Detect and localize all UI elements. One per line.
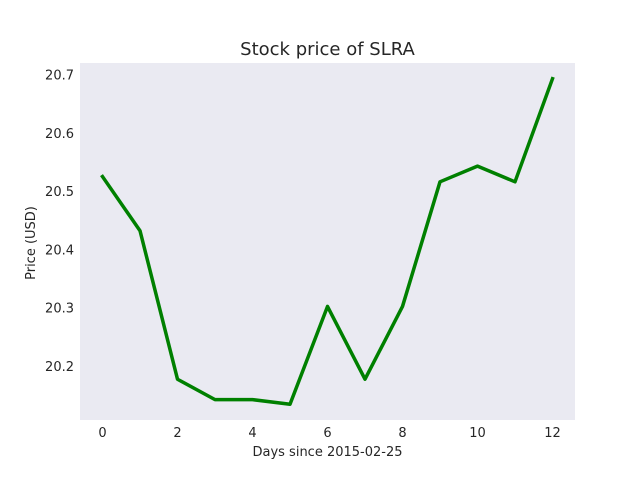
y-tick-labels: 20.2 20.3 20.4 20.5 20.6 20.7 xyxy=(45,69,74,375)
x-tick-label: 8 xyxy=(398,426,406,441)
x-tick-label: 6 xyxy=(323,426,331,441)
y-axis-label: Price (USD) xyxy=(24,206,39,280)
y-tick-label: 20.3 xyxy=(45,302,74,317)
x-tick-label: 12 xyxy=(544,426,561,441)
series-layer xyxy=(100,76,555,407)
y-tick-label: 20.6 xyxy=(45,127,74,142)
y-tick-label: 20.7 xyxy=(45,69,74,84)
x-tick-label: 2 xyxy=(173,426,181,441)
chart-title: Stock price of SLRA xyxy=(240,39,415,60)
y-tick-label: 20.5 xyxy=(45,185,74,200)
y-tick-label: 20.2 xyxy=(45,360,74,375)
y-tick-label: 20.4 xyxy=(45,243,74,258)
x-tick-label: 0 xyxy=(98,426,106,441)
x-tick-labels: 0 2 4 6 8 10 12 xyxy=(98,426,560,441)
plot-area xyxy=(80,63,575,420)
x-tick-label: 10 xyxy=(469,426,486,441)
x-axis-label: Days since 2015-02-25 xyxy=(252,445,402,460)
x-tick-label: 4 xyxy=(248,426,256,441)
